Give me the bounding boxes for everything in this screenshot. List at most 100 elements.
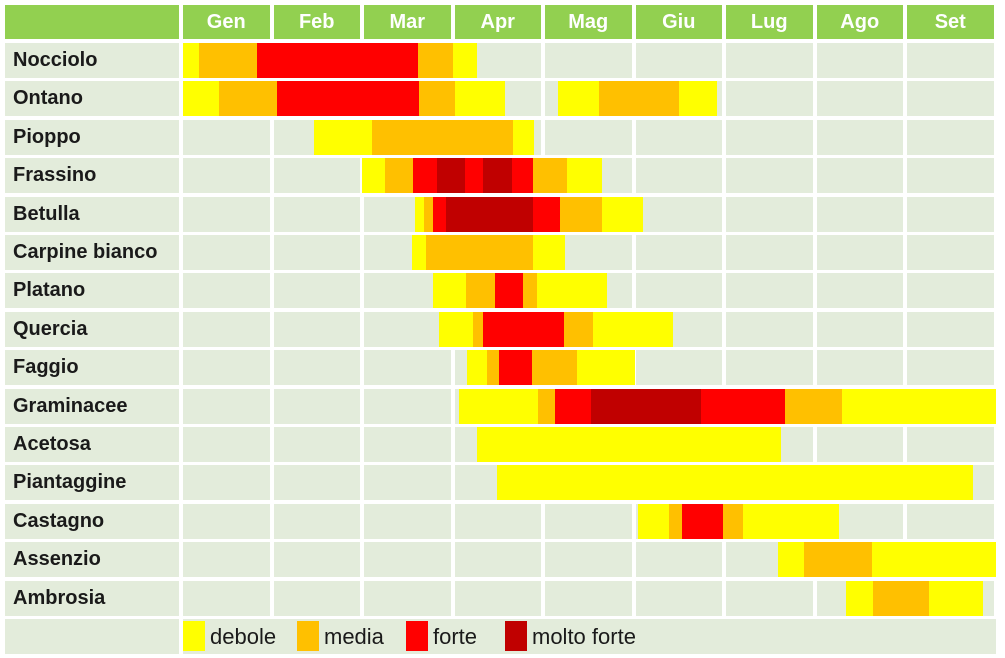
bar-segment-forte [257, 43, 419, 78]
bar-segment-debole [477, 427, 782, 462]
month-header-giu: Giu [635, 5, 722, 39]
row-label-castagno: Castagno [5, 503, 179, 539]
bar-segment-forte [533, 196, 561, 232]
bar-segment-forte [495, 273, 524, 309]
grid-cell [273, 580, 360, 616]
legend-swatch-forte [406, 621, 428, 651]
grid-cell [726, 273, 813, 309]
bar-segment-forte [498, 350, 533, 386]
grid-cell [816, 311, 903, 347]
bar-segment-debole [432, 273, 467, 309]
grid-cell [635, 350, 722, 386]
bar-segment-debole [871, 542, 996, 578]
grid-cell [183, 119, 270, 155]
grid-cell [726, 43, 813, 78]
row-label-frassino: Frassino [5, 158, 179, 194]
grid-cell [545, 43, 632, 78]
grid-cell [364, 350, 451, 386]
grid-cell [907, 273, 994, 309]
bar-segment-molto-forte [591, 388, 701, 424]
grid-cell [545, 503, 632, 539]
grid-cell [726, 580, 813, 616]
month-header-set: Set [907, 5, 994, 39]
grid-cell [816, 81, 903, 117]
bar-segment-debole [439, 311, 473, 347]
grid-cell [635, 158, 722, 194]
grid-cell [726, 350, 813, 386]
grid-cell [183, 542, 270, 578]
bar-segment-debole [459, 388, 538, 424]
grid-cell [635, 235, 722, 270]
grid-cell [816, 350, 903, 386]
grid-cell [273, 350, 360, 386]
bar-segment-debole [846, 580, 873, 616]
grid-cell [816, 43, 903, 78]
bar-segment-media [537, 388, 555, 424]
grid-cell [816, 273, 903, 309]
row-label-quercia: Quercia [5, 311, 179, 347]
grid-cell [364, 542, 451, 578]
bar-segment-debole [566, 158, 602, 194]
bar-segment-debole [841, 388, 996, 424]
row-label-ontano: Ontano [5, 81, 179, 117]
grid-cell [816, 158, 903, 194]
month-header-feb: Feb [273, 5, 360, 39]
grid-cell [183, 503, 270, 539]
row-label-pioppo: Pioppo [5, 119, 179, 155]
bar-segment-forte [482, 311, 564, 347]
row-label-assenzio: Assenzio [5, 542, 179, 578]
grid-cell [545, 580, 632, 616]
grid-cell [907, 81, 994, 117]
legend-left-cell [5, 619, 179, 654]
bar-segment-debole [536, 273, 608, 309]
bar-segment-media [219, 81, 278, 117]
bar-segment-media [784, 388, 842, 424]
bar-segment-forte [681, 503, 724, 539]
grid-cell [273, 388, 360, 424]
bar-segment-media [472, 311, 483, 347]
grid-cell [816, 119, 903, 155]
grid-cell [907, 311, 994, 347]
bar-segment-media [418, 43, 453, 78]
bar-segment-media [599, 81, 679, 117]
grid-cell [273, 427, 360, 462]
bar-segment-debole [576, 350, 636, 386]
grid-cell [907, 350, 994, 386]
grid-cell [273, 503, 360, 539]
month-header-ago: Ago [816, 5, 903, 39]
grid-cell [907, 235, 994, 270]
row-label-faggio: Faggio [5, 350, 179, 386]
bar-segment-debole [592, 311, 673, 347]
bar-segment-media [384, 158, 413, 194]
grid-cell [635, 119, 722, 155]
grid-cell [364, 427, 451, 462]
bar-segment-media [419, 81, 456, 117]
bar-segment-debole [314, 119, 373, 155]
grid-cell [183, 311, 270, 347]
grid-cell [635, 273, 722, 309]
bar-segment-debole [183, 81, 220, 117]
bar-segment-media [872, 580, 929, 616]
grid-cell [183, 273, 270, 309]
bar-segment-media [560, 196, 602, 232]
grid-cell [183, 388, 270, 424]
bar-segment-forte [700, 388, 785, 424]
row-label-nocciolo: Nocciolo [5, 43, 179, 78]
grid-cell [726, 196, 813, 232]
grid-cell [726, 81, 813, 117]
bar-segment-molto-forte [446, 196, 534, 232]
grid-cell [816, 196, 903, 232]
month-header-gen: Gen [183, 5, 270, 39]
legend-label-media: media [324, 623, 384, 649]
legend-label-forte: forte [433, 623, 478, 649]
month-header-mar: Mar [364, 5, 451, 39]
grid-cell [273, 196, 360, 232]
bar-segment-debole [467, 350, 488, 386]
grid-cell [726, 235, 813, 270]
bar-segment-debole [928, 580, 984, 616]
bar-segment-debole [678, 81, 717, 117]
grid-cell [273, 542, 360, 578]
grid-cell [726, 119, 813, 155]
month-header-apr: Apr [454, 5, 541, 39]
